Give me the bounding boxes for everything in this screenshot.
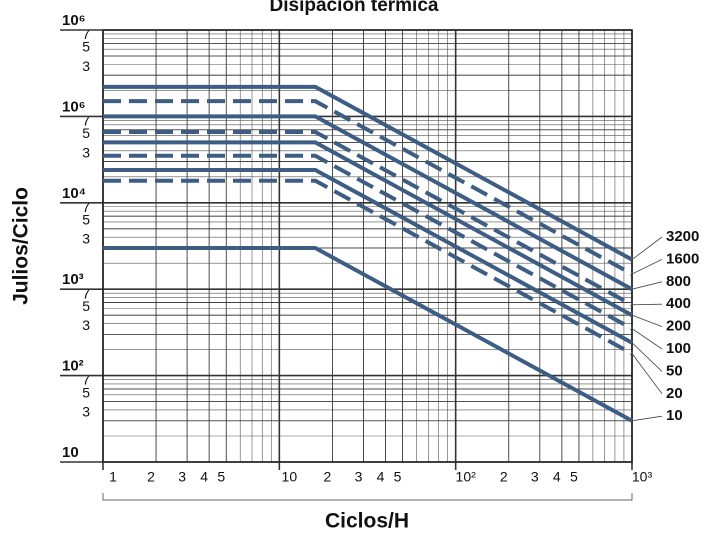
- y-tick-label: 10: [62, 444, 79, 461]
- y-tick-label: 7: [82, 285, 90, 301]
- series-label: 800: [666, 273, 691, 290]
- x-tick-label: 10²: [456, 469, 477, 485]
- y-tick-label: 10²: [62, 358, 84, 375]
- y-axis-label: Julios/Ciclo: [10, 187, 33, 305]
- series-line: [103, 99, 633, 276]
- series-line: [103, 114, 633, 291]
- y-tick-label: 7: [82, 199, 90, 215]
- x-tick-label: 10³: [632, 469, 653, 485]
- leader-line: [631, 314, 663, 327]
- y-tick-label: 3: [82, 403, 90, 419]
- y-tick-label: 7: [82, 372, 90, 388]
- leader-line: [631, 415, 663, 422]
- series-label: 3200: [666, 228, 699, 245]
- chart-title: Disipación térmica: [270, 0, 439, 16]
- y-tick-label: 5: [82, 384, 90, 400]
- y-tick-label: 5: [82, 212, 90, 228]
- y-tick-label: 10⁴: [62, 185, 86, 202]
- series-line: [103, 84, 633, 262]
- leader-line: [631, 259, 663, 275]
- series-line: [103, 129, 633, 307]
- y-tick-label: 10³: [62, 271, 84, 288]
- leader-line: [631, 342, 663, 372]
- series-label: 1600: [666, 250, 699, 267]
- y-tick-label: 10⁶: [62, 12, 86, 29]
- x-tick-label: 2: [324, 469, 332, 485]
- leader-line: [631, 281, 663, 290]
- x-tick-label: 3: [178, 469, 186, 485]
- y-tick-label: 3: [82, 58, 90, 74]
- series-line: [103, 178, 633, 356]
- x-tick-label: 3: [531, 469, 539, 485]
- x-tick-label: 5: [570, 469, 578, 485]
- series-label: 200: [666, 318, 691, 335]
- series-label: 50: [666, 362, 683, 379]
- series-label: 10: [666, 407, 683, 424]
- x-tick-label: 2: [147, 469, 155, 485]
- leader-line: [631, 303, 663, 306]
- y-tick-label: 3: [82, 231, 90, 247]
- x-tick-label: 4: [553, 469, 561, 485]
- x-bracket: [102, 493, 633, 501]
- y-tick-label: 5: [82, 125, 90, 141]
- y-tick-label: 3: [82, 317, 90, 333]
- leader-line: [631, 328, 663, 350]
- x-tick-label: 5: [217, 469, 225, 485]
- x-tick-label: 4: [200, 469, 208, 485]
- y-tick-label: 5: [82, 39, 90, 55]
- y-tick-label: 7: [82, 26, 90, 42]
- x-tick-label: 1: [109, 469, 117, 485]
- x-tick-label: 2: [500, 469, 508, 485]
- x-tick-label: 10: [282, 469, 298, 485]
- y-tick-label: 5: [82, 298, 90, 314]
- leader-line: [631, 353, 663, 395]
- x-axis-label: Ciclos/H: [325, 510, 409, 533]
- y-tick-label: 10⁶: [62, 98, 86, 115]
- series-label: 400: [666, 295, 691, 312]
- series-line: [103, 140, 633, 317]
- x-tick-label: 4: [377, 469, 385, 485]
- y-tick-label: 7: [82, 112, 90, 128]
- series-line: [103, 153, 633, 331]
- series-label: 100: [666, 340, 691, 357]
- leader-line: [631, 236, 663, 260]
- series-line: [103, 245, 633, 423]
- y-tick-label: 3: [82, 144, 90, 160]
- x-tick-label: 5: [394, 469, 402, 485]
- series-line: [103, 167, 633, 345]
- x-tick-label: 3: [355, 469, 363, 485]
- series-label: 20: [666, 385, 683, 402]
